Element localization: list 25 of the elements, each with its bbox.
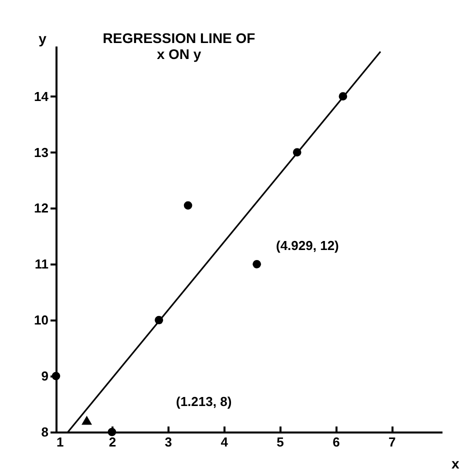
annotation: (1.213, 8) bbox=[176, 394, 232, 409]
point bbox=[184, 201, 192, 210]
point bbox=[252, 260, 262, 268]
y-axis-title: y bbox=[38, 30, 47, 46]
point bbox=[108, 428, 116, 436]
x-axis-title: x bbox=[452, 456, 460, 472]
y-tick-label: 10 bbox=[34, 312, 48, 328]
y-tick-label: 9 bbox=[41, 368, 48, 384]
x-tick-label: 2 bbox=[108, 434, 116, 450]
y-tick-label: 13 bbox=[34, 144, 48, 160]
text: REGRESSION LINE OF bbox=[102, 30, 256, 46]
y-tick-label: 8 bbox=[41, 424, 48, 440]
x-tick-label: 3 bbox=[164, 434, 172, 450]
x-tick-label: 4 bbox=[220, 434, 229, 450]
point bbox=[52, 372, 60, 380]
x-tick-label: 1 bbox=[56, 434, 64, 450]
y-tick-label: 11 bbox=[34, 256, 48, 272]
point bbox=[82, 416, 92, 425]
y-tick-label: 14 bbox=[34, 88, 50, 104]
x-tick-label: 7 bbox=[388, 434, 396, 450]
x-tick-label: 5 bbox=[276, 434, 284, 450]
text: x ON y bbox=[156, 46, 202, 62]
y-tick-label: 12 bbox=[34, 200, 48, 216]
x-tick-label: 6 bbox=[332, 434, 340, 450]
annotation: (4.929, 12) bbox=[276, 238, 339, 253]
